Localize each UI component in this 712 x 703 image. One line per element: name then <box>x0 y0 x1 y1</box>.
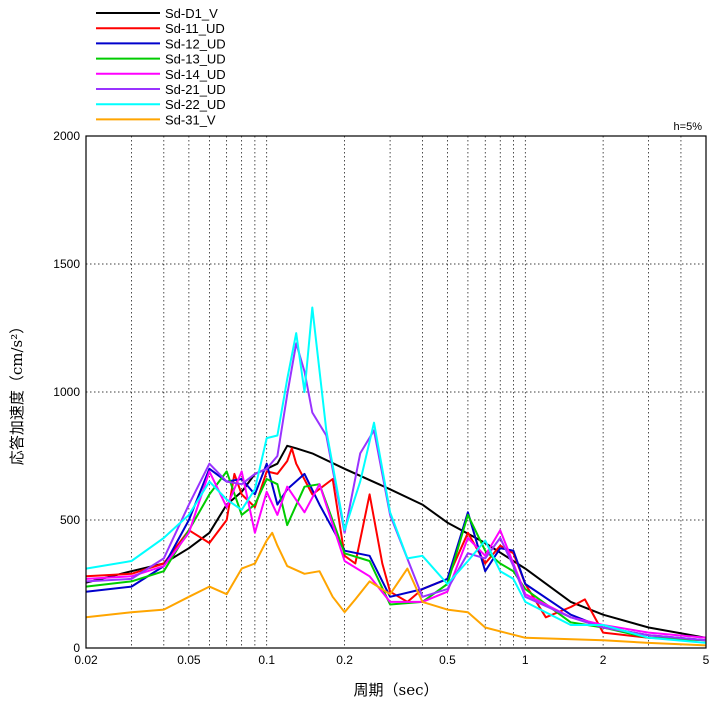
legend-label: Sd-22_UD <box>165 97 226 112</box>
legend-label: Sd-21_UD <box>165 82 226 97</box>
series-line-sd-22_ud <box>85 306 707 644</box>
plot-frame <box>85 135 707 649</box>
series-line-sd-31_v <box>85 531 707 647</box>
x-tick-label: 0.05 <box>177 653 201 667</box>
x-tick-label: 0.2 <box>336 653 353 667</box>
series-line-sd-12_ud <box>85 462 707 642</box>
y-tick-label: 0 <box>73 641 80 655</box>
y-tick-label: 500 <box>60 513 80 527</box>
x-tick-label: 0.1 <box>258 653 275 667</box>
x-tick-label: 0.5 <box>439 653 456 667</box>
x-tick-label: 0.02 <box>74 653 98 667</box>
y-tick-label: 2000 <box>53 129 80 143</box>
legend-label: Sd-13_UD <box>165 52 226 67</box>
series-layer <box>85 306 707 647</box>
grid <box>86 136 706 648</box>
x-tick-label: 1 <box>522 653 529 667</box>
x-axis-label: 周期（sec） <box>354 681 439 699</box>
legend: Sd-D1_VSd-11_UDSd-12_UDSd-13_UDSd-14_UDS… <box>96 6 226 127</box>
legend-label: Sd-14_UD <box>165 67 226 82</box>
y-tick-label: 1500 <box>53 257 80 271</box>
legend-label: Sd-31_V <box>165 112 216 127</box>
legend-label: Sd-12_UD <box>165 36 226 51</box>
legend-label: Sd-D1_V <box>165 6 218 21</box>
y-tick-label: 1000 <box>53 385 80 399</box>
x-tick-label: 5 <box>703 653 710 667</box>
damping-annotation: h=5% <box>674 121 703 133</box>
y-axis-label: 応答加速度（cm/s²） <box>8 319 26 465</box>
series-line-sd-13_ud <box>85 470 707 642</box>
tick-labels: 0.02 0.05 0.1 0.2 0.5 1 2 5 0 500 1000 1500 2000 <box>53 129 709 667</box>
legend-label: Sd-11_UD <box>165 21 225 36</box>
x-tick-label: 2 <box>600 653 607 667</box>
